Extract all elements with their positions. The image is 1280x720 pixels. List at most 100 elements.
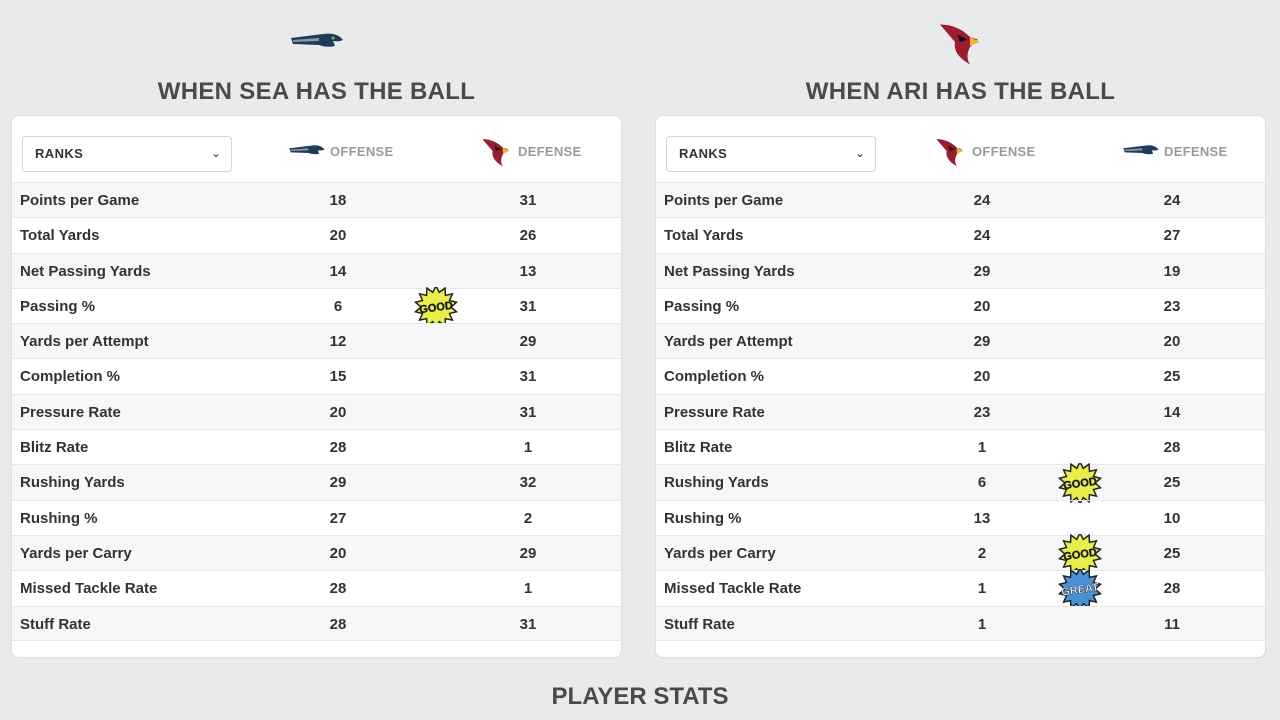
defense-rank: 11 bbox=[1164, 615, 1180, 633]
metric-label: Rushing Yards bbox=[664, 474, 769, 492]
offense-rank: 1 bbox=[977, 580, 987, 598]
metric-label: Yards per Carry bbox=[20, 544, 132, 562]
table-row: Stuff Rate 28 31 bbox=[12, 605, 621, 641]
defense-rank: 25 bbox=[1163, 368, 1181, 386]
defense-rank: 25 bbox=[1163, 474, 1181, 492]
offense-rank: 13 bbox=[973, 509, 991, 527]
metric-label: Yards per Attempt bbox=[20, 333, 149, 351]
defense-header: DEFENSE bbox=[478, 134, 582, 168]
defense-rank: 31 bbox=[519, 403, 537, 421]
offense-rank: 20 bbox=[329, 227, 347, 245]
cardinals-logo-icon bbox=[936, 139, 964, 167]
table-row: Completion % 20 25 bbox=[656, 358, 1265, 393]
metric-label: Pressure Rate bbox=[20, 403, 121, 421]
defense-rank: 28 bbox=[1163, 439, 1181, 457]
table-row: Missed Tackle Rate 28 1 bbox=[12, 570, 621, 605]
metric-label: Points per Game bbox=[664, 192, 784, 209]
ranks-panel: RANKS ⌄ OFFENSE DEFENSE Points per Game 2… bbox=[655, 115, 1266, 658]
table-row: Net Passing Yards 29 19 bbox=[656, 252, 1265, 288]
defense-rank: 31 bbox=[519, 192, 537, 209]
section-title: WHEN ARI HAS THE BALL bbox=[805, 78, 1116, 105]
offense-header: OFFENSE bbox=[932, 134, 1036, 168]
metric-label: Rushing % bbox=[20, 509, 98, 527]
ranks-dropdown[interactable]: RANKS ⌄ bbox=[22, 136, 232, 172]
offense-rank: 15 bbox=[329, 368, 347, 386]
panel-header: RANKS ⌄ OFFENSE DEFENSE bbox=[656, 116, 1265, 182]
table-row: Pressure Rate 23 14 bbox=[656, 393, 1265, 430]
offense-rank: 1 bbox=[977, 439, 987, 457]
defense-header: DEFENSE bbox=[1122, 134, 1228, 168]
defense-rank: 1 bbox=[523, 580, 533, 598]
table-row: Net Passing Yards 14 13 bbox=[12, 252, 621, 288]
defense-label: DEFENSE bbox=[1164, 143, 1228, 159]
offense-rank: 28 bbox=[329, 439, 347, 457]
metric-label: Yards per Attempt bbox=[664, 333, 793, 351]
ranks-dropdown-label: RANKS bbox=[35, 146, 84, 161]
table-row: Completion % 15 31 bbox=[12, 358, 621, 393]
offense-rank: 20 bbox=[973, 368, 991, 386]
cardinals-logo-icon bbox=[482, 139, 510, 167]
table-row: Passing % 20 23 bbox=[656, 287, 1265, 323]
metric-label: Rushing % bbox=[664, 509, 742, 527]
offense-rank: 20 bbox=[329, 403, 347, 421]
metric-label: Missed Tackle Rate bbox=[664, 580, 802, 598]
defense-rank: 2 bbox=[523, 509, 533, 527]
defense-rank: 1 bbox=[523, 439, 533, 457]
defense-label: DEFENSE bbox=[518, 143, 582, 159]
offense-rank: 28 bbox=[329, 580, 347, 598]
offense-rank: 24 bbox=[973, 227, 991, 245]
table-row: Yards per Attempt 29 20 bbox=[656, 323, 1265, 359]
table-row: Rushing % 13 10 bbox=[656, 499, 1265, 535]
section-title: WHEN SEA HAS THE BALL bbox=[157, 78, 476, 105]
table-row: Total Yards 24 27 bbox=[656, 217, 1265, 252]
defense-rank: 29 bbox=[519, 544, 537, 562]
offense-rank: 29 bbox=[329, 474, 347, 492]
offense-rank: 20 bbox=[329, 544, 347, 562]
great-badge: GREAT bbox=[1057, 569, 1103, 610]
defense-rank: 27 bbox=[1163, 227, 1181, 245]
metric-label: Passing % bbox=[664, 297, 740, 315]
metric-label: Blitz Rate bbox=[20, 439, 89, 457]
table-row: Blitz Rate 28 1 bbox=[12, 429, 621, 464]
offense-rank: 12 bbox=[329, 333, 347, 351]
offense-rank: 6 bbox=[977, 474, 987, 492]
defense-rank: 23 bbox=[1163, 297, 1181, 315]
table-row: Rushing Yards 6 25 GOOD bbox=[656, 463, 1265, 504]
offense-rank: 28 bbox=[329, 615, 347, 633]
seahawks-logo-icon bbox=[1123, 145, 1159, 155]
offense-rank: 29 bbox=[973, 333, 991, 351]
defense-rank: 14 bbox=[1163, 403, 1181, 421]
seahawks-logo-icon bbox=[291, 33, 343, 47]
defense-rank: 10 bbox=[1163, 509, 1181, 527]
metric-label: Points per Game bbox=[20, 192, 140, 209]
good-badge: GOOD bbox=[1057, 533, 1103, 574]
badge-label: GOOD bbox=[1063, 547, 1098, 564]
metric-label: Missed Tackle Rate bbox=[20, 580, 158, 598]
offense-rank: 23 bbox=[973, 403, 991, 421]
defense-rank: 28 bbox=[1163, 580, 1181, 598]
metric-label: Completion % bbox=[20, 368, 120, 386]
metric-label: Net Passing Yards bbox=[664, 262, 795, 280]
table-row: Blitz Rate 1 28 bbox=[656, 429, 1265, 464]
metric-label: Pressure Rate bbox=[664, 403, 765, 421]
ranks-dropdown-label: RANKS bbox=[679, 146, 728, 161]
ranks-table: Points per Game 18 31 Total Yards 20 26 Net Pa… bbox=[12, 182, 621, 641]
table-row: Stuff Rate 1 11 bbox=[656, 605, 1265, 641]
metric-label: Stuff Rate bbox=[664, 615, 735, 633]
table-row: Pressure Rate 20 31 bbox=[12, 393, 621, 430]
defense-rank: 31 bbox=[519, 368, 537, 386]
table-row: Yards per Attempt 12 29 bbox=[12, 323, 621, 359]
offense-rank: 20 bbox=[973, 297, 991, 315]
offense-rank: 1 bbox=[977, 615, 987, 633]
defense-rank: 26 bbox=[519, 227, 537, 245]
metric-label: Passing % bbox=[20, 297, 96, 315]
defense-rank: 32 bbox=[519, 474, 537, 492]
metric-label: Total Yards bbox=[20, 227, 100, 245]
offense-label: OFFENSE bbox=[330, 143, 394, 159]
table-row: Rushing Yards 29 32 bbox=[12, 464, 621, 500]
offense-rank: 6 bbox=[333, 297, 343, 315]
ranks-dropdown[interactable]: RANKS ⌄ bbox=[666, 136, 876, 172]
metric-label: Stuff Rate bbox=[20, 615, 91, 633]
metric-label: Total Yards bbox=[664, 227, 744, 245]
defense-rank: 29 bbox=[519, 333, 537, 351]
